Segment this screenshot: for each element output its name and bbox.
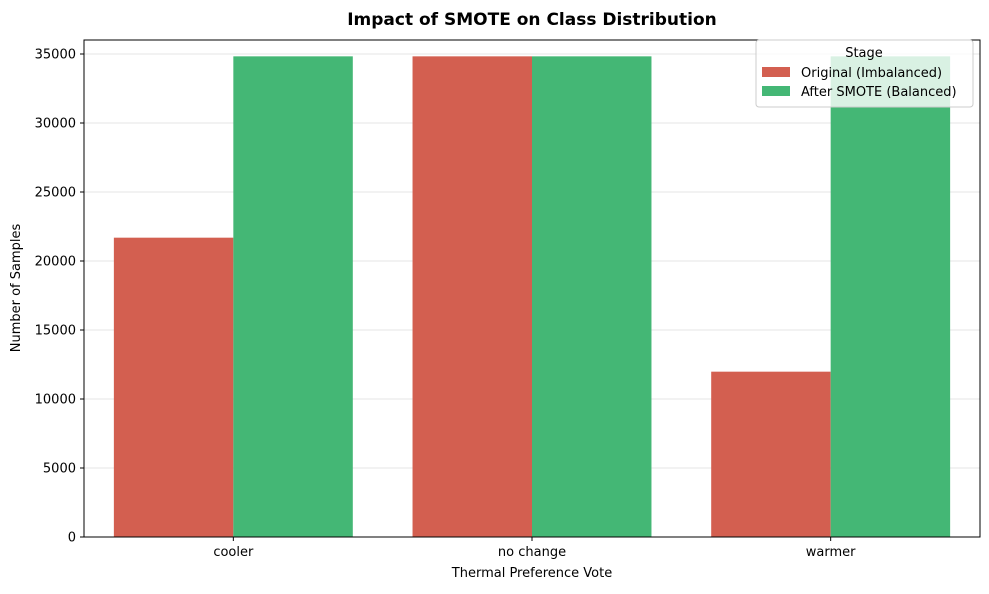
legend-swatch: [762, 86, 790, 96]
legend-title: Stage: [845, 46, 883, 61]
x-tick-label: cooler: [213, 545, 254, 560]
legend-entry: After SMOTE (Balanced): [801, 85, 957, 100]
bar-cooler-smote: [233, 56, 353, 537]
y-tick-label: 15000: [35, 324, 76, 339]
y-tick-label: 35000: [35, 48, 76, 63]
bar-no-change-original: [412, 56, 532, 537]
x-tick-label: no change: [498, 545, 566, 560]
y-axis-label: Number of Samples: [9, 224, 24, 353]
x-axis-label: Thermal Preference Vote: [451, 566, 612, 581]
y-tick-label: 25000: [35, 186, 76, 201]
bar-warmer-original: [711, 371, 831, 537]
bar-no-change-smote: [532, 56, 652, 537]
y-tick-label: 5000: [43, 462, 76, 477]
y-tick-label: 20000: [35, 255, 76, 270]
chart-title: Impact of SMOTE on Class Distribution: [347, 10, 717, 30]
legend-swatch: [762, 67, 790, 77]
legend: Stage Original (Imbalanced) After SMOTE (…: [755, 39, 974, 108]
legend-entry: Original (Imbalanced): [801, 66, 942, 81]
y-tick-label: 30000: [35, 117, 76, 132]
bar-warmer-smote: [830, 56, 951, 537]
y-tick-label: 10000: [35, 393, 76, 408]
x-tick-label: warmer: [806, 545, 856, 560]
y-tick-label: 0: [68, 531, 76, 546]
bar-cooler-original: [113, 237, 234, 538]
